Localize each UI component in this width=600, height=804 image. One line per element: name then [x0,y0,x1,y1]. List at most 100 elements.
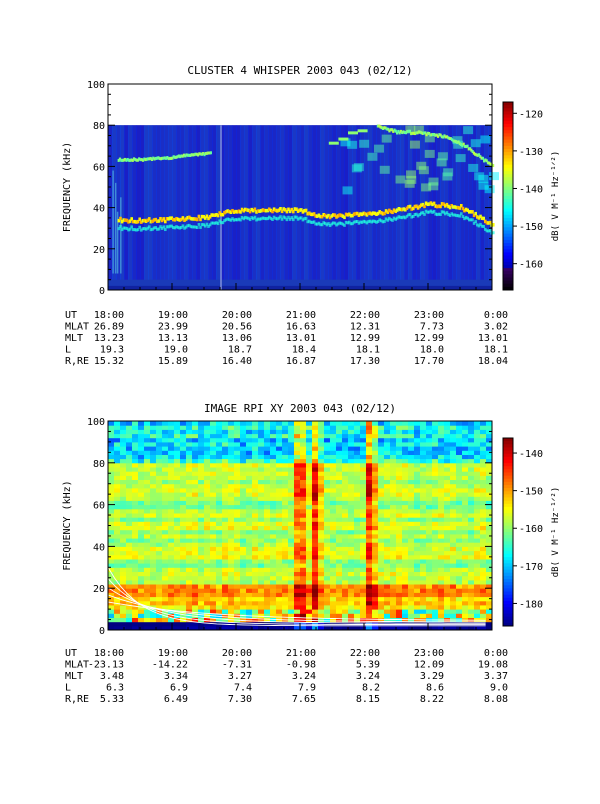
spectrogram-cell [216,458,223,464]
spectrogram-cell [450,567,457,572]
y-tick-label: 100 [87,80,105,91]
spectrogram-cell [468,542,475,547]
spectrogram-cell [180,592,187,598]
spectrogram-cell [168,584,175,589]
spectrogram-cell [252,533,259,539]
spectrogram-cell [474,625,481,631]
spectrogram-cell [204,500,211,506]
spectrogram-cell [318,517,325,522]
spectrogram-cell [420,487,427,493]
spectrogram-cell [336,538,343,543]
spectrogram-cell [156,517,163,522]
spectrogram-cell [354,558,361,564]
spectrogram-cell [288,421,295,426]
colorbar-swatch [503,139,513,144]
spectrogram-cell [474,454,481,460]
spectrogram-cell [402,462,409,468]
lower-emission-band [261,208,265,212]
spectrogram-cell [438,425,445,430]
lower-emission-halo [130,225,133,229]
spectrogram-cell [462,554,469,560]
colorbar-swatch [503,560,513,564]
spectrogram-column [392,125,397,284]
spectrogram-cell [318,596,325,602]
spectrogram-cell [114,596,121,602]
spectrogram-cell [258,492,265,497]
spectrogram-column [256,125,261,284]
spectrogram-cell [456,621,463,627]
spectrogram-cell [168,433,175,439]
spectrogram-cell [156,596,163,602]
spectrogram-cell [186,446,193,451]
spectrogram-cell [210,575,217,581]
spectrogram-cell [264,483,271,489]
spectrogram-cell [324,563,331,568]
upper-emission-band [171,156,174,160]
spectrogram-cell [396,550,403,556]
colorbar-swatch [503,585,513,589]
spectrogram-cell [360,550,367,556]
spectrogram-cell [444,458,451,464]
spectrogram-column [192,125,197,284]
spectrogram-cell [318,437,325,443]
spectrogram-cell [228,441,235,447]
colorbar-swatch [503,528,513,533]
spectrogram-cell [348,521,355,526]
lower-emission-band [300,208,303,212]
spectrogram-cell [228,496,235,501]
spectrogram-cell [438,567,445,572]
lower-emission-band [452,205,455,209]
lower-emission-halo [376,220,380,224]
spectrogram-cell [210,579,217,585]
spectrogram-cell [390,492,397,497]
arc-emission [466,144,469,148]
spectrogram-cell [336,508,343,514]
spectrogram-cell [300,458,307,464]
spectrogram-cell [204,546,211,552]
spectrogram-cell [306,542,313,547]
lower-emission-halo [386,218,389,222]
upper-emission-band [159,157,163,161]
spectrogram-cell [330,592,337,598]
spectrogram-cell [198,588,205,593]
spectrogram-cell [216,487,223,493]
spectrogram-cell [216,579,223,585]
spectrogram-cell [330,575,337,581]
spectrogram-cell [216,454,223,460]
spectrogram-cell [252,529,259,535]
spectrogram-cell [348,613,355,618]
spectrogram-cell [282,550,289,556]
lower-emission-halo [349,222,353,226]
lower-emission-band [292,209,295,214]
spectrogram-cell [114,571,121,577]
spectrogram-cell [432,471,439,476]
spectrogram-cell [372,458,379,464]
spectrogram-cell [378,517,385,522]
lower-emission-halo [309,220,313,224]
spectrogram-cell [426,550,433,556]
spectrogram-cell [330,496,337,501]
spectrogram-cell [414,542,421,547]
lower-emission-band [223,210,226,215]
spectrogram-cell [210,462,217,468]
spectrogram-cell [162,596,169,602]
spectrogram-cell [336,596,343,602]
spectrogram-cell [240,579,247,585]
spectrogram-cell [390,546,397,552]
ephemeris-value: 13.06 [222,333,252,344]
spectrogram-cell [264,487,271,493]
spectrogram-cell [432,450,439,455]
spectrogram-column [216,125,221,284]
lower-emission-band [344,212,348,217]
spectrogram-cell [204,471,211,476]
spectrogram-cell [300,521,307,526]
spectrogram-cell [480,458,487,464]
spectrogram-cell [222,492,229,497]
colorbar-swatch [503,456,513,461]
spectrogram-cell [246,550,253,556]
spectrogram-cell [306,475,313,480]
spectrogram-cell [414,462,421,468]
spectrogram-cell [420,567,427,572]
spectrogram-cell [264,425,271,430]
spectrogram-cell [240,479,247,485]
